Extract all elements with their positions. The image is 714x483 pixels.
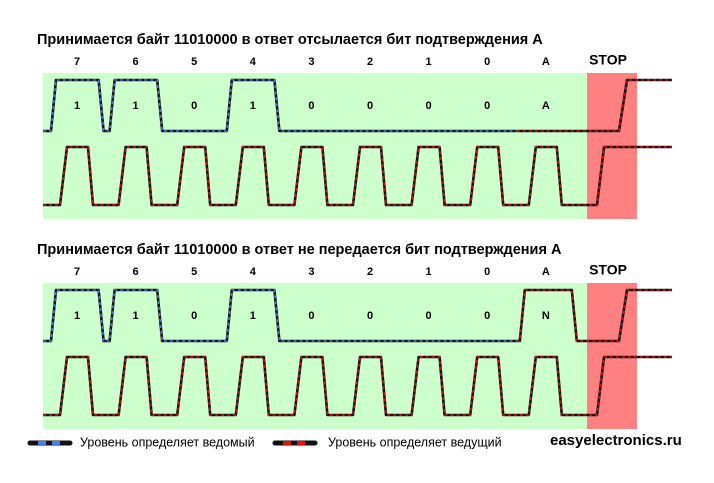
bit-label: 7 <box>74 56 80 68</box>
bit-label: 3 <box>308 56 314 68</box>
bit-label: 6 <box>133 266 139 278</box>
bit-label: 5 <box>191 56 197 68</box>
bit-value: 0 <box>484 310 490 322</box>
bit-value: 0 <box>367 310 373 322</box>
bit-value: 0 <box>367 100 373 112</box>
diagram-title: Принимается байт 11010000 в ответ отсыла… <box>37 32 543 48</box>
legend-label: Уровень определяет ведомый <box>80 435 255 449</box>
stop-label: STOP <box>589 52 627 68</box>
bit-value: 1 <box>133 100 139 112</box>
bit-value: 0 <box>308 310 314 322</box>
bit-value: 0 <box>484 100 490 112</box>
bit-label: A <box>542 56 550 68</box>
scl-color <box>43 356 672 416</box>
bit-value: 1 <box>250 310 256 322</box>
diagram-title: Принимается байт 11010000 в ответ не пер… <box>37 242 562 258</box>
sda-master-color <box>516 289 672 342</box>
bit-label: 0 <box>484 266 490 278</box>
bit-value: 0 <box>426 310 432 322</box>
bit-value: 0 <box>191 100 197 112</box>
bit-label: 7 <box>74 266 80 278</box>
sda-slave-color <box>43 289 517 342</box>
bit-label: 2 <box>367 56 373 68</box>
bit-label: 1 <box>426 56 432 68</box>
bit-value: 1 <box>74 100 80 112</box>
bit-label: 2 <box>367 266 373 278</box>
stop-label: STOP <box>589 262 627 278</box>
bit-value: 0 <box>426 100 432 112</box>
sda-master-color <box>516 79 672 132</box>
bit-label: 3 <box>308 266 314 278</box>
bit-value: 1 <box>250 100 256 112</box>
bit-label: 0 <box>484 56 490 68</box>
bit-value: 0 <box>191 310 197 322</box>
bit-value: 1 <box>133 310 139 322</box>
bit-value: 1 <box>74 310 80 322</box>
bit-value: N <box>542 310 550 322</box>
bit-label: 4 <box>250 266 257 278</box>
bit-label: A <box>542 266 550 278</box>
scl-color <box>43 146 672 206</box>
bit-value: 0 <box>308 100 314 112</box>
bit-label: 4 <box>250 56 257 68</box>
bit-value: A <box>542 100 550 112</box>
bit-label: 6 <box>133 56 139 68</box>
sda-slave-color <box>43 79 517 132</box>
legend-label: Уровень определяет ведущий <box>328 435 502 449</box>
site-name: easyelectronics.ru <box>550 432 682 449</box>
bit-label: 1 <box>426 266 432 278</box>
bit-label: 5 <box>191 266 197 278</box>
